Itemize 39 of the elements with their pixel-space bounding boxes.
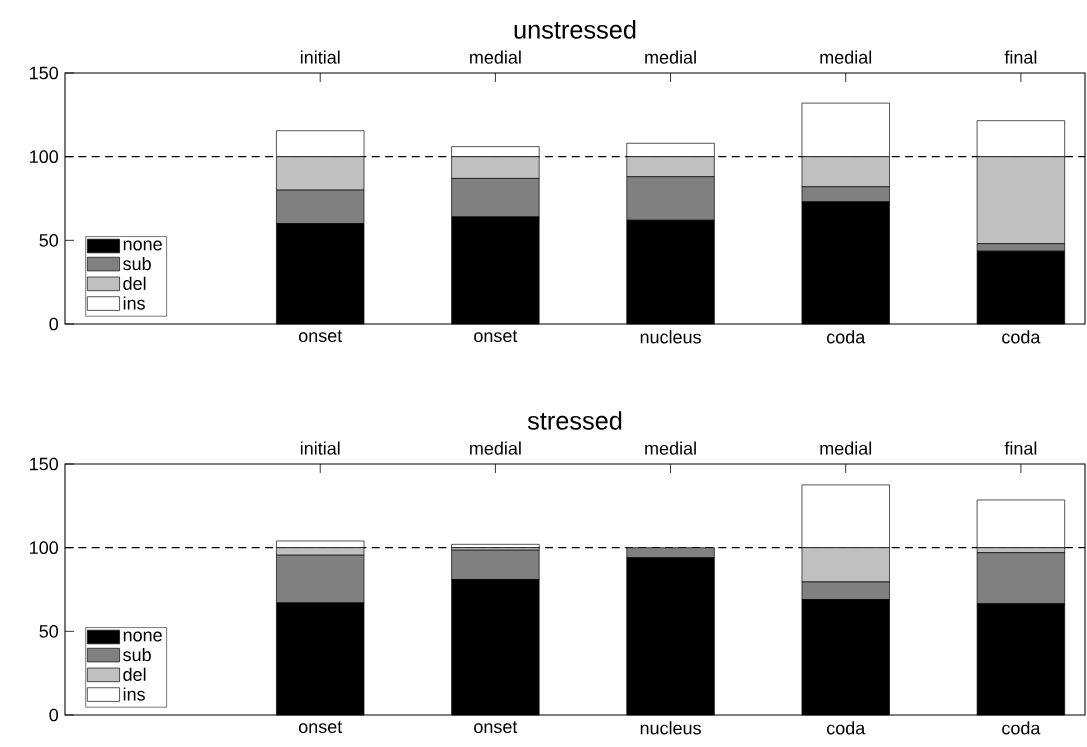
legend-label: ins [123, 687, 145, 701]
y-tick-label: 50 [39, 624, 59, 638]
x-tick-label: nucleus [640, 330, 701, 344]
y-tick-label: 150 [30, 457, 59, 471]
x-tick-label: onset [474, 721, 518, 734]
text: medial [645, 441, 696, 455]
x-tick-label: nucleus [640, 721, 701, 735]
chart-title: unstressed [514, 20, 636, 39]
x-tick-label: coda [1002, 330, 1041, 344]
x-tick-label: coda [826, 330, 866, 344]
legend-label: sub [123, 647, 151, 662]
x-tick-label: onset [298, 330, 343, 343]
y-tick-label: 0 [49, 708, 59, 722]
legend-label: del [123, 667, 146, 681]
legend-label: del [123, 276, 146, 290]
legend-label: none [123, 240, 162, 251]
y-tick-label: 100 [30, 541, 59, 555]
bar [976, 499, 1066, 549]
chart-title: stressed [527, 411, 622, 430]
y-tick-label: 50 [39, 233, 59, 247]
text: initial [300, 50, 340, 64]
x-tick-label: coda [1002, 721, 1041, 735]
legend-label: ins [123, 296, 145, 310]
text: medial [645, 50, 696, 64]
text: medial [470, 50, 521, 64]
y-tick-label: 0 [49, 317, 59, 331]
y-tick-label: 100 [30, 150, 59, 164]
text: medial [820, 50, 872, 64]
x-tick-label: coda [826, 721, 866, 735]
text: final [1004, 441, 1037, 455]
text: medial [820, 441, 872, 455]
text: medial [470, 441, 521, 455]
x-tick-label: onset [474, 330, 518, 343]
x-tick-label: onset [298, 721, 343, 734]
text: final [1004, 50, 1037, 64]
legend-label: none [123, 631, 162, 642]
y-tick-label: 150 [30, 66, 59, 80]
legend-label: sub [123, 256, 151, 271]
text: initial [300, 441, 340, 455]
